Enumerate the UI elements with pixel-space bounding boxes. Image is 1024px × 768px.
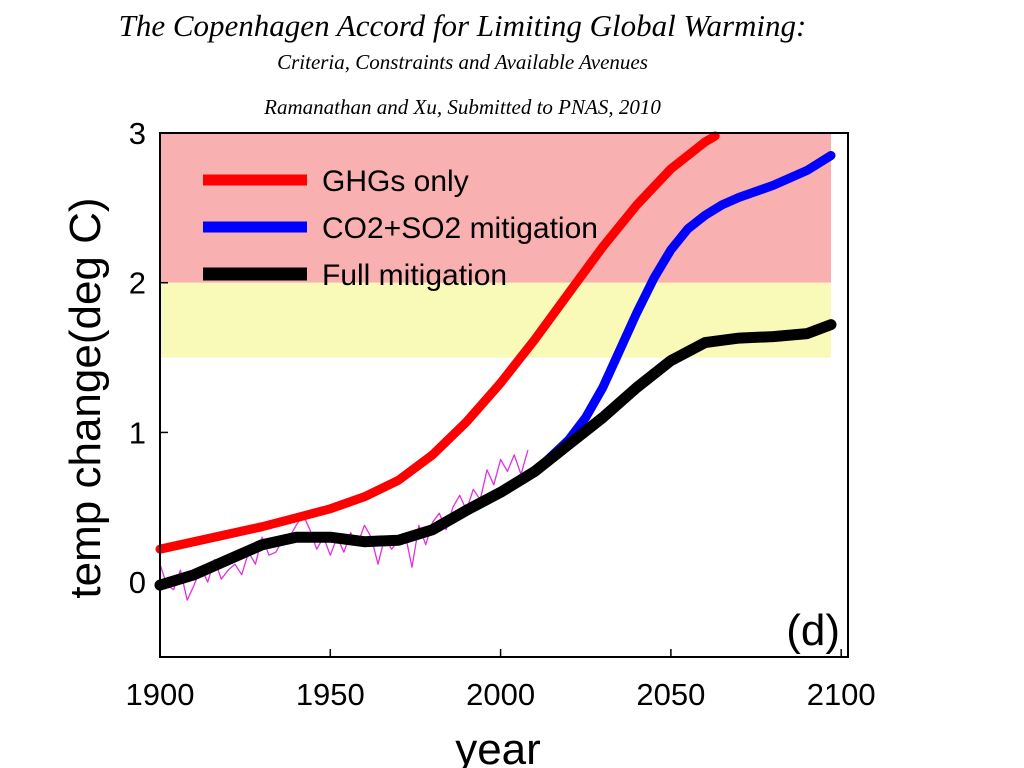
citation: Ramanathan and Xu, Submitted to PNAS, 20… bbox=[264, 95, 661, 119]
y-tick-label: 1 bbox=[129, 415, 146, 450]
page-subtitle: Criteria, Constraints and Available Aven… bbox=[277, 50, 648, 74]
x-tick-label: 2050 bbox=[636, 677, 705, 712]
y-tick-label: 0 bbox=[129, 565, 146, 600]
y-tick-label: 2 bbox=[129, 266, 146, 301]
x-axis-label: year bbox=[455, 725, 541, 768]
legend-label: Full mitigation bbox=[322, 259, 507, 292]
series-layer bbox=[154, 131, 837, 601]
legend-label: GHGs only bbox=[322, 165, 469, 198]
series-line-ghgs-only bbox=[155, 131, 720, 554]
page-title: The Copenhagen Accord for Limiting Globa… bbox=[118, 8, 807, 43]
series-line-full-mitigation bbox=[154, 319, 837, 591]
x-tick-label: 2100 bbox=[807, 677, 876, 712]
legend-label: CO2+SO2 mitigation bbox=[322, 212, 598, 245]
panel-label: (d) bbox=[786, 606, 840, 655]
y-tick-label: 3 bbox=[129, 116, 146, 151]
ticks-layer: 1900 1950 2000 2050 2100 0 1 2 3 bbox=[126, 116, 876, 712]
legend: GHGs only CO2+SO2 mitigation Full mitigati… bbox=[203, 165, 598, 292]
plot-frame bbox=[159, 132, 849, 658]
series-line-co2-so2-mitigation bbox=[540, 151, 836, 467]
band-threshold bbox=[160, 282, 831, 358]
series-line-observed bbox=[159, 449, 529, 601]
x-tick-label: 1950 bbox=[296, 677, 365, 712]
x-tick-label: 1900 bbox=[126, 677, 195, 712]
bands-layer bbox=[160, 133, 831, 358]
x-tick-label: 2000 bbox=[466, 677, 535, 712]
y-axis-label: temp change(deg C) bbox=[61, 197, 110, 598]
